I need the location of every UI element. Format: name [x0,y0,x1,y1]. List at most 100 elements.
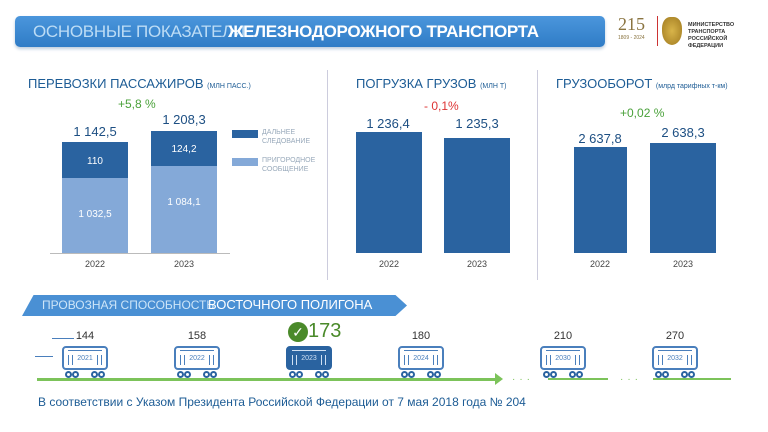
wagon-value: 173 [308,320,342,342]
passengers-total-2023: 1 208,3 [162,112,206,127]
year-label: 2022 [378,259,400,269]
turnover-change: +0,02 % [620,106,665,120]
track-line [653,378,731,380]
turnover-bar-2023 [650,143,716,253]
wagon-value: 144 [75,330,95,342]
loading-bar-2022 [356,132,422,253]
wheel-icon [315,371,322,378]
passengers-change: +5,8 % [118,97,156,111]
wheel-icon [91,371,98,378]
passengers-total-2022: 1 142,5 [73,124,117,139]
passengers-unit: (МЛН ПАСС.) [207,83,251,90]
loading-value-2022: 1 236,4 [366,116,410,131]
wheel-icon [576,371,583,378]
polygon-title-light: ПРОВОЗНАЯ СПОСОБНОСТЬ [42,298,215,312]
turnover-value-2023: 2 638,3 [661,125,705,140]
footer-note: В соответствии с Указом Президента Росси… [38,395,526,409]
loading-unit: (МЛН Т) [480,83,507,90]
loading-title: ПОГРУЗКА ГРУЗОВ (МЛН Т) [356,76,506,91]
bar-suburban-2023: 1 084,1 [151,166,217,253]
legend-swatch-long [232,130,258,138]
wheel-icon [401,371,408,378]
wheel-icon [543,371,550,378]
track-line [548,378,608,380]
bar-long-2022: 110 [62,142,128,178]
wheel-icon [322,371,329,378]
header-title-bold: ЖЕЛЕЗНОДОРОЖНОГО ТРАНСПОРТА [228,22,539,41]
dots: ··· [512,374,534,385]
turnover-bar-2022 [574,147,627,253]
wheel-icon [210,371,217,378]
wagon-icon: 2023 [286,346,332,370]
header-banner: ОСНОВНЫЕ ПОКАЗАТЕЛИ ЖЕЛЕЗНОДОРОЖНОГО ТРА… [15,16,605,47]
value-label: 1 084,1 [167,197,201,208]
arrow-icon [495,373,503,385]
passengers-title-text: ПЕРЕВОЗКИ ПАССАЖИРОВ [28,76,204,91]
wagon-icon: 2024 [398,346,444,370]
wagon-year: 2024 [413,355,429,362]
wheel-icon [203,371,210,378]
wagon-icon: 2021 [62,346,108,370]
track-line [37,378,497,381]
loading-title-text: ПОГРУЗКА ГРУЗОВ [356,76,477,91]
polygon-title-bold: ВОСТОЧНОГО ПОЛИГОНА [208,297,373,312]
wagon-value: 270 [665,330,685,342]
year-label: 2023 [672,259,694,269]
header-title-light: ОСНОВНЫЕ ПОКАЗАТЕЛИ [33,22,245,41]
wagon-year: 2023 [301,355,317,362]
wagon-icon: 2030 [540,346,586,370]
loading-bar-2023 [444,138,510,253]
year-label: 2022 [84,259,106,269]
wheel-icon [688,371,695,378]
wagon-value: 158 [187,330,207,342]
speed-line [52,338,74,339]
legend-swatch-suburban [232,158,258,166]
wagon-icon: 2032 [652,346,698,370]
baseline [50,253,230,254]
wheel-icon [550,371,557,378]
logo-years: 1809 - 2024 [618,35,645,41]
bar-long-2023: 124,2 [151,131,217,166]
wheel-icon [177,371,184,378]
emblem-icon [662,17,682,45]
wheel-icon [681,371,688,378]
dots: ··· [620,374,642,385]
wagon-year: 2021 [77,355,93,362]
wagon-value: 210 [553,330,573,342]
anniversary-logo: 215 1809 - 2024 [618,14,654,48]
wagon-value: 180 [411,330,431,342]
year-label: 2023 [173,259,195,269]
legend-long: ДАЛЬНЕЕ СЛЕДОВАНИЕ [262,129,311,145]
wagon-icon: 2022 [174,346,220,370]
wheel-icon [569,371,576,378]
turnover-unit: (млрд тарифных т-км) [655,83,728,90]
loading-value-2023: 1 235,3 [455,116,499,131]
turnover-value-2022: 2 637,8 [578,131,622,146]
divider [327,70,328,280]
turnover-title: ГРУЗООБОРОТ (млрд тарифных т-км) [556,76,728,91]
loading-change: - 0,1% [424,99,459,113]
divider [657,16,658,46]
wheel-icon [98,371,105,378]
wheel-icon [296,371,303,378]
value-label: 110 [87,156,103,167]
wheel-icon [72,371,79,378]
ministry-name: МИНИСТЕРСТВО ТРАНСПОРТА РОССИЙСКОЙ ФЕДЕР… [688,22,735,49]
divider [537,70,538,280]
wheel-icon [662,371,669,378]
wheel-icon [427,371,434,378]
speed-line [35,356,53,357]
logo-number: 215 [618,14,645,34]
wagon-year: 2022 [189,355,205,362]
wheel-icon [184,371,191,378]
bar-suburban-2022: 1 032,5 [62,178,128,253]
value-label: 1 032,5 [78,209,112,220]
value-label: 124,2 [171,144,197,155]
passengers-title: ПЕРЕВОЗКИ ПАССАЖИРОВ (МЛН ПАСС.) [28,76,251,91]
wheel-icon [408,371,415,378]
year-label: 2023 [466,259,488,269]
polygon-banner: ПРОВОЗНАЯ СПОСОБНОСТЬ ВОСТОЧНОГО ПОЛИГОН… [22,295,407,316]
check-icon: ✓ [288,322,308,342]
wagon-year: 2032 [667,355,683,362]
wheel-icon [434,371,441,378]
